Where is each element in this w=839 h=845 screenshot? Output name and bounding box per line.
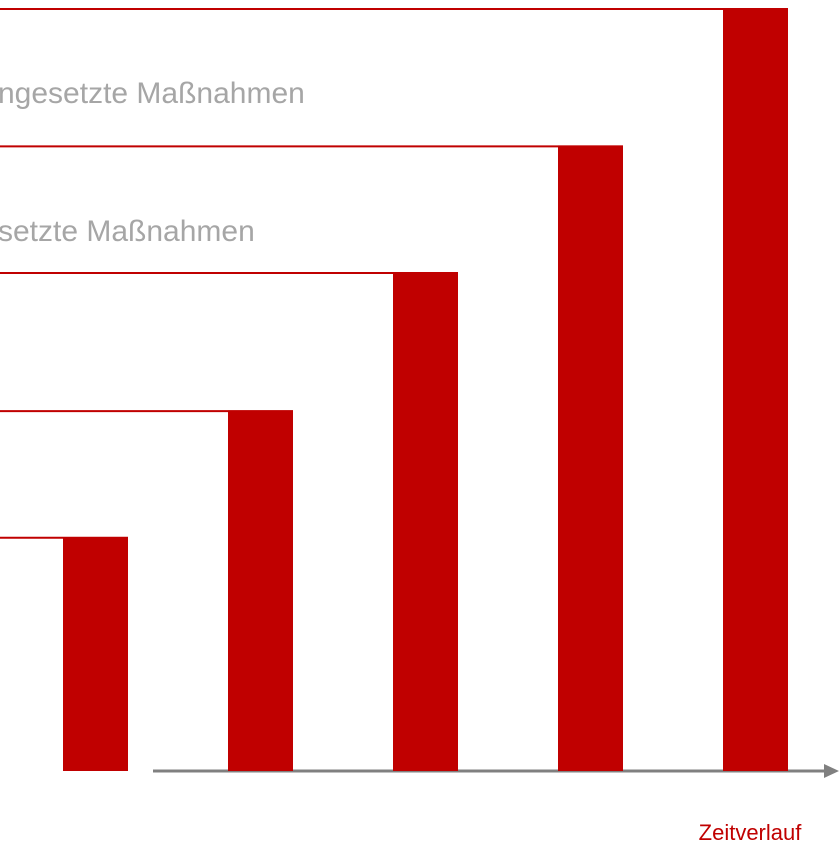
bar (723, 8, 788, 771)
bar (63, 536, 128, 771)
bar (393, 271, 458, 771)
bar (558, 145, 623, 772)
bar (228, 410, 293, 771)
x-axis-label: Zeitverlauf (699, 820, 803, 845)
x-axis-arrow (824, 764, 839, 778)
annotation: setzte Maßnahmen (0, 215, 255, 248)
annotation: ngesetzte Maßnahmen (0, 77, 305, 110)
